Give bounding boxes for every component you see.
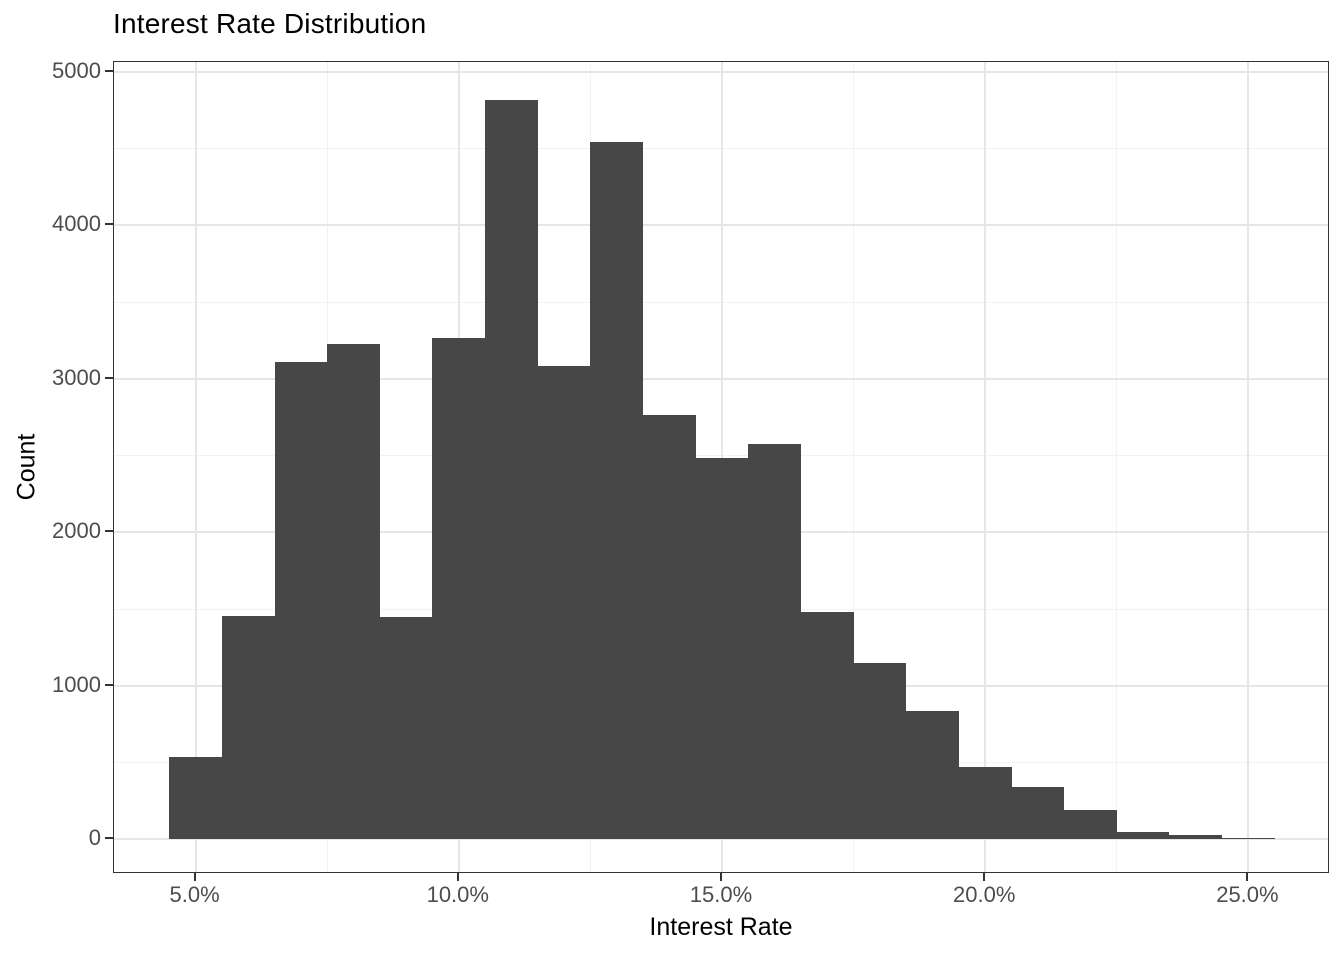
plot-panel [113,61,1329,873]
histogram-bar [853,662,907,840]
histogram-bar [432,338,486,840]
gridline-x-minor [1116,62,1118,872]
gridline-x-minor [853,62,855,872]
y-axis-tick-mark [105,837,113,840]
y-axis-tick-mark [105,69,113,72]
histogram-bar [1011,787,1065,840]
x-axis-tick-mark [456,873,459,881]
y-axis-tick-mark [105,223,113,226]
histogram-bar [748,444,801,840]
x-axis-title: Interest Rate [649,913,793,941]
y-axis-tick-label: 5000 [52,57,101,83]
histogram-bar [1169,834,1223,840]
y-axis-tick-mark [105,376,113,379]
histogram-bar [169,756,222,840]
histogram-bar [1222,837,1275,840]
x-axis-tick-label: 20.0% [953,882,1016,907]
y-axis-tick-label: 0 [88,825,101,851]
histogram-bar [274,362,328,840]
histogram-bar [643,415,696,840]
histogram-bar [327,343,380,840]
x-axis-tick-mark [193,873,196,881]
x-axis-tick-label: 15.0% [689,882,753,907]
x-axis-tick-mark [1246,873,1249,881]
x-axis-tick-label: 25.0% [1216,882,1279,907]
y-axis-tick-label: 4000 [52,211,101,237]
histogram-bar [537,365,591,840]
y-axis-tick-label: 2000 [52,518,101,544]
histogram-bar [221,616,275,840]
histogram-bar [695,458,749,840]
y-axis-tick-label: 1000 [52,671,101,697]
y-axis-title: Count [12,433,41,501]
y-axis-tick-mark [105,683,113,686]
x-axis-tick-mark [720,873,722,881]
histogram-bar [379,616,433,840]
gridline-x-major [1247,62,1250,872]
histogram-bar [800,612,854,840]
y-axis-tick-label: 3000 [52,364,101,390]
x-axis-tick-label: 10.0% [426,882,489,907]
chart-title: Interest Rate Distribution [113,8,427,39]
gridline-x-major [194,62,197,872]
histogram-bar [1116,831,1170,840]
histogram-bar [485,99,538,840]
histogram-bar [590,141,644,840]
gridline-x-major [984,62,987,872]
x-axis-tick-mark [983,873,986,881]
histogram-bar [906,710,959,840]
x-axis-tick-label: 5.0% [169,882,220,907]
y-axis-tick-mark [105,530,113,533]
histogram-bar [958,766,1012,840]
histogram-bar [1064,810,1117,840]
